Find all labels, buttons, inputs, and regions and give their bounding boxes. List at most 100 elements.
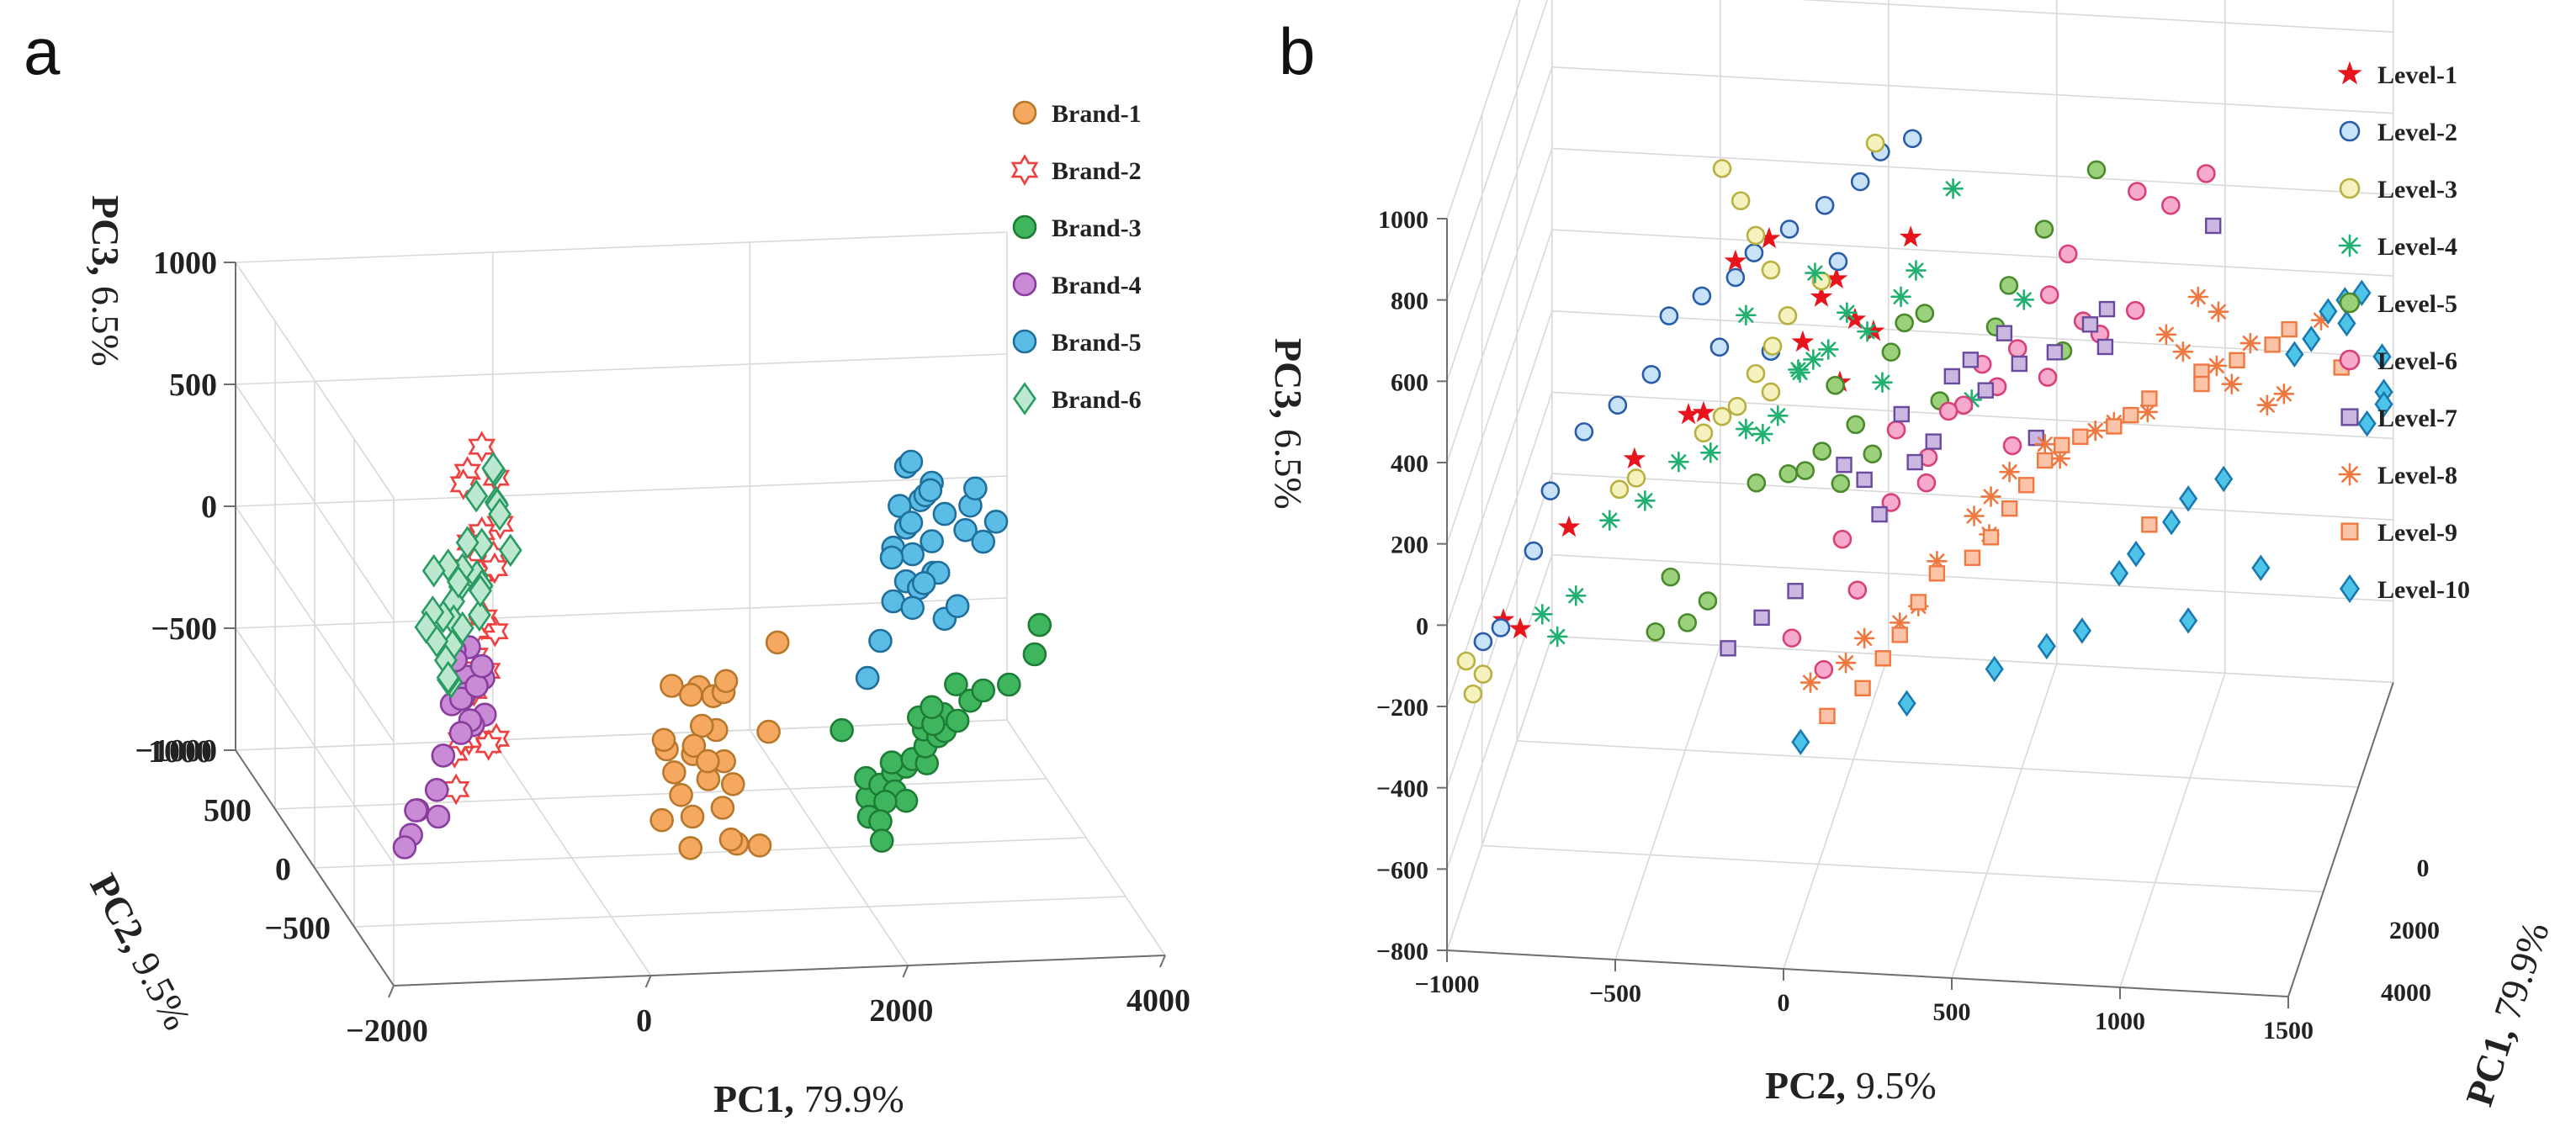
point-level-9 bbox=[1910, 594, 1927, 611]
point-level-2 bbox=[1608, 395, 1628, 415]
point-level-7 bbox=[2098, 300, 2116, 318]
point-brand-5 bbox=[963, 476, 988, 501]
grid-line bbox=[235, 627, 395, 865]
point-brand-5 bbox=[900, 595, 925, 621]
legend-label-level-2: Level-2 bbox=[2377, 119, 2457, 146]
point-brand-4 bbox=[469, 653, 495, 679]
legend-label-level-9: Level-9 bbox=[2377, 519, 2457, 547]
point-brand-5 bbox=[898, 510, 924, 535]
point-level-3 bbox=[1712, 159, 1732, 178]
point-level-6 bbox=[2161, 195, 2181, 215]
point-level-2 bbox=[1491, 618, 1511, 637]
point-brand-2 bbox=[480, 552, 509, 585]
point-level-5 bbox=[2034, 220, 2054, 239]
point-level-7 bbox=[1977, 382, 1995, 399]
point-level-3 bbox=[1463, 684, 1483, 704]
legend-marker-brand-5 bbox=[1012, 329, 1037, 354]
point-level-2 bbox=[1725, 267, 1746, 288]
point-brand-1 bbox=[660, 674, 684, 698]
point-level-7 bbox=[2011, 355, 2028, 373]
z-tick-label: 1000 bbox=[1378, 206, 1428, 234]
grid-line bbox=[1551, 309, 2393, 358]
point-level-9 bbox=[2054, 436, 2070, 453]
point-level-8 bbox=[2187, 286, 2209, 308]
legend-label-level-1: Level-1 bbox=[2377, 61, 2457, 89]
legend-label-level-5: Level-5 bbox=[2377, 290, 2457, 318]
point-level-1 bbox=[1791, 330, 1815, 352]
point-brand-5 bbox=[918, 478, 943, 503]
panel-a-xlabel: PC1, 79.9% bbox=[713, 1077, 904, 1120]
grid-line bbox=[235, 262, 395, 499]
point-brand-3 bbox=[830, 717, 854, 743]
point-brand-1 bbox=[649, 807, 674, 833]
point-brand-5 bbox=[900, 542, 925, 567]
legend-marker-level-8 bbox=[2338, 463, 2361, 486]
point-level-10 bbox=[2126, 540, 2146, 568]
point-level-5 bbox=[1846, 415, 1866, 435]
point-brand-1 bbox=[710, 796, 735, 820]
grid-line bbox=[1446, 636, 1553, 951]
point-level-10 bbox=[2337, 309, 2356, 337]
point-brand-4 bbox=[448, 721, 474, 745]
point-brand-6 bbox=[464, 479, 489, 513]
point-level-10 bbox=[1897, 690, 1916, 717]
grid-line bbox=[235, 384, 395, 621]
grid-line bbox=[235, 719, 1008, 751]
z-tick-label: 0 bbox=[201, 489, 217, 525]
point-level-9 bbox=[2001, 500, 2018, 517]
point-level-2 bbox=[1850, 172, 1870, 192]
y-tick-label: −500 bbox=[264, 911, 331, 946]
y-tick-label: 500 bbox=[204, 793, 252, 828]
x-tick-label: 1500 bbox=[2263, 1017, 2314, 1045]
point-level-7 bbox=[1871, 505, 1888, 523]
z-tick-label: −600 bbox=[1376, 856, 1428, 884]
point-brand-6 bbox=[467, 598, 491, 632]
point-level-7 bbox=[2096, 338, 2114, 356]
legend-marker-level-5 bbox=[2339, 292, 2361, 314]
x-tick-label: −500 bbox=[1589, 980, 1641, 1008]
legend-marker-level-6 bbox=[2339, 349, 2361, 371]
point-level-1 bbox=[1724, 249, 1747, 271]
panel-a: a −2000 0 2000 4000 1000 500 0 −500 1000 500 0 −500… bbox=[24, 14, 1190, 1120]
z-tick-label: 500 bbox=[169, 368, 217, 403]
point-brand-3 bbox=[997, 672, 1021, 697]
legend-marker-level-2 bbox=[2339, 120, 2361, 142]
point-brand-1 bbox=[713, 669, 739, 694]
point-level-9 bbox=[2123, 406, 2139, 424]
point-level-7 bbox=[1787, 583, 1804, 600]
x-tick-mark bbox=[1159, 955, 1166, 968]
point-level-7 bbox=[2205, 217, 2222, 235]
panel-b-ylabel-pct: 79.9% bbox=[2485, 917, 2557, 1025]
y-tick-label: 1000 bbox=[148, 734, 212, 770]
point-level-9 bbox=[2141, 390, 2158, 407]
point-brand-5 bbox=[983, 509, 1009, 534]
point-brand-3 bbox=[879, 750, 904, 775]
point-level-9 bbox=[2229, 352, 2245, 369]
point-level-8 bbox=[2208, 301, 2229, 322]
point-level-1 bbox=[1810, 285, 1833, 307]
point-level-1 bbox=[1677, 402, 1700, 425]
grid-line bbox=[2119, 673, 2226, 988]
point-brand-4 bbox=[392, 835, 417, 860]
point-level-3 bbox=[1626, 468, 1646, 488]
panel-a-ylabel: PC2,9.5% bbox=[82, 867, 199, 1037]
point-brand-1 bbox=[680, 804, 705, 829]
panel-a-xlabel-name: PC1 bbox=[713, 1077, 784, 1120]
point-level-7 bbox=[1720, 640, 1736, 657]
point-level-7 bbox=[2081, 316, 2099, 333]
point-brand-3 bbox=[920, 695, 944, 720]
panel-b-grid bbox=[1446, 0, 2394, 997]
point-level-2 bbox=[1540, 481, 1561, 500]
panel-b-zlabel: PC3, 6.5% bbox=[1267, 338, 1310, 510]
point-level-10 bbox=[2285, 341, 2304, 368]
legend-marker-brand-3 bbox=[1012, 214, 1037, 240]
x-tick-mark bbox=[902, 965, 909, 978]
point-brand-6 bbox=[455, 526, 480, 559]
point-brand-2 bbox=[474, 729, 502, 761]
legend-marker-level-10 bbox=[2339, 574, 2361, 604]
point-brand-6 bbox=[414, 610, 438, 644]
grid-line bbox=[1551, 473, 2393, 521]
point-brand-5 bbox=[868, 628, 893, 653]
point-level-9 bbox=[2037, 452, 2054, 469]
